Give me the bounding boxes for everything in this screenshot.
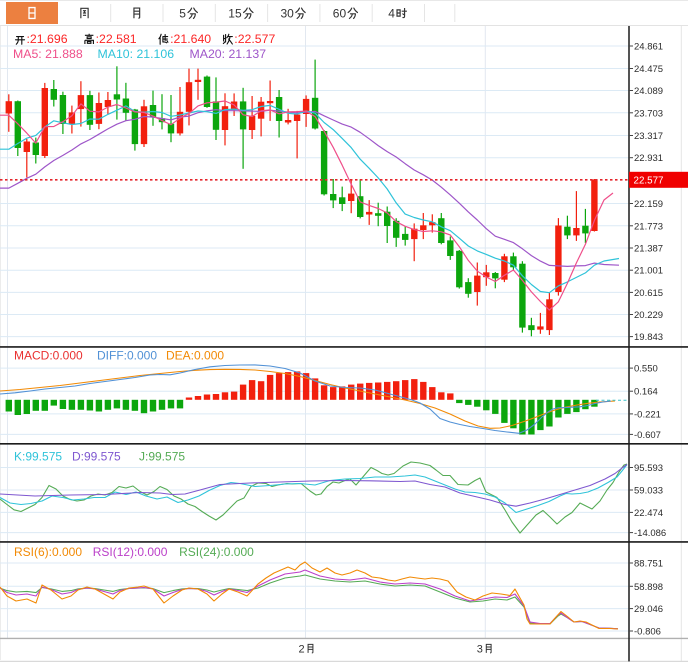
svg-text:DEA:0.000: DEA:0.000 [166, 349, 224, 363]
svg-text:21.387: 21.387 [634, 244, 663, 255]
svg-text:30: 30 [281, 7, 295, 21]
svg-text:29.046: 29.046 [634, 604, 663, 615]
svg-text:21.773: 21.773 [634, 221, 663, 232]
svg-text:20.229: 20.229 [634, 310, 663, 321]
svg-text:24.861: 24.861 [634, 42, 663, 53]
svg-text:3: 3 [477, 644, 483, 656]
svg-text:-0.806: -0.806 [634, 627, 661, 638]
svg-text:15: 15 [228, 7, 242, 21]
svg-text:MA5: 21.888: MA5: 21.888 [13, 47, 83, 61]
svg-text:24.089: 24.089 [634, 86, 663, 97]
svg-text:MA10: 21.106: MA10: 21.106 [98, 47, 175, 61]
svg-text:RSI(12):0.000: RSI(12):0.000 [93, 545, 168, 559]
svg-text::21.696: :21.696 [27, 32, 68, 46]
svg-text:MACD:0.000: MACD:0.000 [14, 349, 83, 363]
svg-text:DIFF:0.000: DIFF:0.000 [97, 349, 157, 363]
svg-text:59.033: 59.033 [634, 486, 663, 497]
svg-text:J:99.575: J:99.575 [139, 450, 185, 464]
svg-text:88.751: 88.751 [634, 559, 663, 570]
svg-text:22.931: 22.931 [634, 153, 663, 164]
svg-text:23.317: 23.317 [634, 131, 663, 142]
svg-text:5: 5 [179, 7, 186, 21]
svg-text::22.577: :22.577 [234, 32, 275, 46]
svg-text:23.703: 23.703 [634, 108, 663, 119]
svg-text:22.159: 22.159 [634, 199, 663, 210]
svg-text:20.615: 20.615 [634, 288, 663, 299]
svg-text::22.581: :22.581 [96, 32, 137, 46]
svg-text:22.474: 22.474 [634, 508, 663, 519]
svg-text::21.640: :21.640 [170, 32, 211, 46]
svg-text:-14.086: -14.086 [634, 528, 666, 539]
svg-text:95.593: 95.593 [634, 463, 663, 474]
svg-text:19.843: 19.843 [634, 332, 663, 343]
svg-text:-0.221: -0.221 [634, 409, 661, 420]
svg-text:-0.607: -0.607 [634, 430, 661, 441]
svg-text:0.164: 0.164 [634, 387, 658, 398]
svg-text:2: 2 [299, 644, 305, 656]
svg-text:60: 60 [333, 7, 347, 21]
svg-text:24.475: 24.475 [634, 64, 663, 75]
svg-text:D:99.575: D:99.575 [72, 450, 121, 464]
svg-text:RSI(6):0.000: RSI(6):0.000 [14, 545, 82, 559]
svg-text:4: 4 [388, 7, 395, 21]
svg-text:MA20: 21.137: MA20: 21.137 [190, 47, 267, 61]
svg-text:K:99.575: K:99.575 [14, 450, 62, 464]
svg-text:22.577: 22.577 [634, 175, 664, 186]
svg-text:0.550: 0.550 [634, 364, 658, 375]
svg-text:RSI(24):0.000: RSI(24):0.000 [179, 545, 254, 559]
svg-text:58.898: 58.898 [634, 582, 663, 593]
svg-text:21.001: 21.001 [634, 266, 663, 277]
